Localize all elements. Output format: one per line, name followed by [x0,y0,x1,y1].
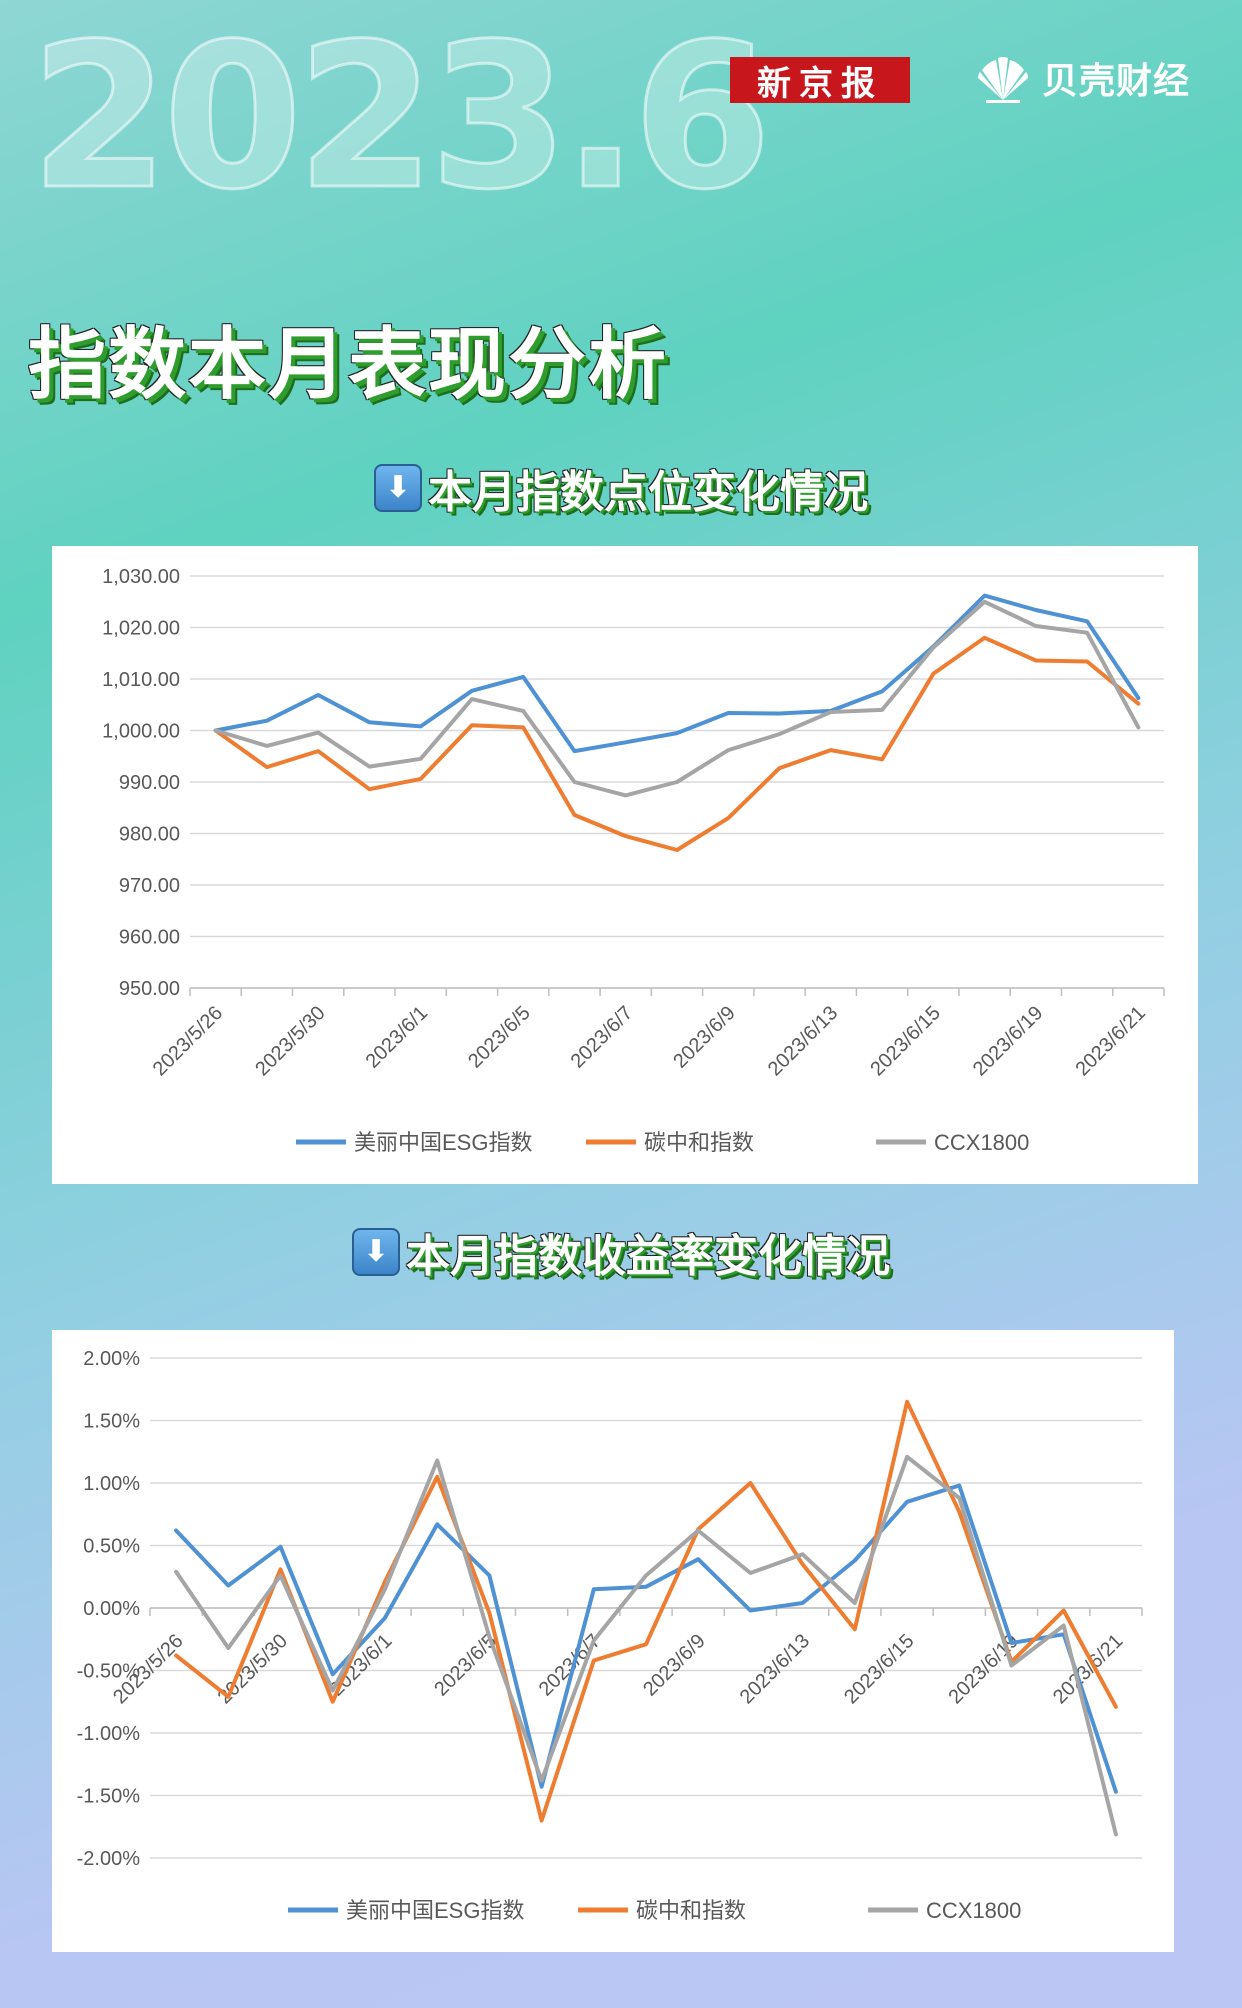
y-tick-label: 1,030.00 [102,566,180,588]
x-tick-label: 2023/5/26 [149,1002,227,1080]
x-tick-label: 2023/6/15 [840,1630,918,1708]
x-tick-label: 2023/6/7 [567,1002,638,1073]
y-tick-label: 960.00 [119,927,180,949]
legend-label: 美丽中国ESG指数 [346,1898,524,1923]
y-tick-label: 980.00 [119,824,180,846]
section-title-text: 本月指数收益率变化情况 [406,1231,890,1282]
year-watermark: 2023.6 [29,1,774,234]
y-tick-label: 0.50% [83,1536,140,1558]
y-tick-label: -0.50% [77,1661,141,1683]
down-arrow-icon: ⬇ [374,464,422,512]
series-line [213,599,1141,798]
returns-line-chart: 2.00% 1.50% 1.00% 0.50% 0.00% -0.50% -1.00% -1.… [77,1348,1143,1923]
x-tick-label: 2023/6/1 [362,1002,433,1073]
points-chart-card: 1,030.00 1,020.00 1,010.00 1,000.00 990.00 98… [52,546,1198,1184]
x-tick-label: 2023/6/13 [736,1630,814,1708]
y-tick-label: 950.00 [119,978,180,1000]
series-line [213,593,1141,754]
x-tick-label: 2023/6/15 [866,1002,944,1080]
legend-label: 碳中和指数 [644,1130,754,1155]
shell-logo-icon [978,57,1028,103]
y-tick-label: 970.00 [119,875,180,897]
legend-label: 美丽中国ESG指数 [354,1130,532,1155]
series-line [174,1399,1118,1823]
y-tick-label: 1.00% [83,1473,140,1495]
section-title-points: ⬇ 本月指数点位变化情况 [0,456,1242,520]
points-line-chart: 1,030.00 1,020.00 1,010.00 1,000.00 990.00 98… [102,566,1165,1155]
x-tick-label: 2023/6/9 [669,1002,740,1073]
x-tick-label: 2023/6/13 [764,1002,842,1080]
y-tick-label: 1.50% [83,1411,140,1433]
y-tick-label: -2.00% [77,1848,141,1870]
beike-caijing-text: 贝壳财经 [1042,61,1191,102]
series-line [174,1454,1118,1837]
legend-label: 碳中和指数 [636,1898,746,1923]
section-title-returns: ⬇ 本月指数收益率变化情况 [0,1220,1242,1284]
y-tick-label: 0.00% [83,1598,140,1620]
beike-caijing-logo: 贝壳财经 [968,50,1190,106]
x-tick-label: 2023/5/30 [251,1002,329,1080]
y-tick-label: 990.00 [119,772,180,794]
x-tick-label: 2023/6/5 [464,1002,535,1073]
series-line [213,635,1141,852]
y-tick-label: 1,010.00 [102,669,180,691]
y-tick-label: 2.00% [83,1348,140,1370]
x-tick-label: 2023/6/19 [969,1002,1047,1080]
xinjingbao-logo: 新京报 [730,57,910,104]
y-tick-label: -1.00% [77,1723,141,1745]
section-title-text: 本月指数点位变化情况 [428,467,868,518]
series-line [174,1483,1118,1794]
x-tick-label: 2023/6/21 [1071,1002,1149,1080]
page-title: 指数本月表现分析 [28,320,669,410]
x-tick-label: 2023/6/21 [1049,1630,1127,1708]
y-tick-label: 1,020.00 [102,618,180,640]
y-tick-label: -1.50% [77,1786,141,1808]
down-arrow-icon: ⬇ [352,1228,400,1276]
legend-label: CCX1800 [934,1130,1029,1155]
legend-label: CCX1800 [926,1898,1021,1923]
y-tick-label: 1,000.00 [102,721,180,743]
returns-chart-card: 2.00% 1.50% 1.00% 0.50% 0.00% -0.50% -1.00% -1.… [52,1330,1174,1952]
